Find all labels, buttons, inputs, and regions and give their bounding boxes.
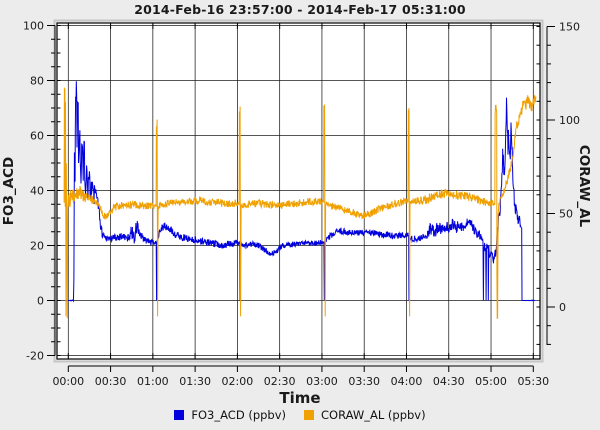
svg-text:00:00: 00:00 — [52, 375, 84, 388]
legend-label: CORAW_AL (ppbv) — [321, 408, 426, 422]
series-coraw_al — [63, 87, 537, 319]
svg-text:50: 50 — [559, 208, 573, 221]
legend-swatch-blue-icon — [174, 410, 185, 420]
svg-text:04:30: 04:30 — [433, 375, 465, 388]
svg-text:01:30: 01:30 — [179, 375, 211, 388]
svg-text:60: 60 — [30, 130, 44, 143]
series-fo3_acd — [66, 81, 535, 303]
svg-text:100: 100 — [559, 114, 580, 127]
svg-text:00:30: 00:30 — [95, 375, 127, 388]
svg-text:04:00: 04:00 — [391, 375, 423, 388]
legend-item-coraw: CORAW_AL (ppbv) — [304, 408, 426, 422]
chart-title: 2014-Feb-16 23:57:00 - 2014-Feb-17 05:31… — [134, 2, 466, 17]
x-axis-label: Time — [279, 389, 321, 407]
legend: FO3_ACD (ppbv) CORAW_AL (ppbv) — [0, 408, 600, 422]
svg-text:03:30: 03:30 — [348, 375, 380, 388]
svg-text:05:30: 05:30 — [517, 375, 549, 388]
legend-label: FO3_ACD (ppbv) — [191, 408, 287, 422]
svg-text:0: 0 — [37, 295, 44, 308]
svg-text:02:00: 02:00 — [222, 375, 254, 388]
svg-text:01:00: 01:00 — [137, 375, 169, 388]
svg-text:02:30: 02:30 — [264, 375, 296, 388]
svg-text:05:00: 05:00 — [475, 375, 507, 388]
svg-text:0: 0 — [559, 301, 566, 314]
svg-text:40: 40 — [30, 185, 44, 198]
legend-swatch-orange-icon — [304, 410, 315, 420]
plot-area[interactable] — [57, 23, 540, 359]
svg-text:20: 20 — [30, 240, 44, 253]
tick-labels: 100 80 60 40 20 0 -20 150 100 50 0 00:00 00:30 01:00 0… — [23, 20, 580, 389]
legend-item-fo3acd: FO3_ACD (ppbv) — [174, 408, 286, 422]
left-axis-label: FO3_ACD — [1, 156, 17, 226]
svg-text:100: 100 — [23, 20, 44, 33]
right-axis-label: CORAW_AL — [576, 144, 592, 228]
svg-text:03:00: 03:00 — [306, 375, 338, 388]
svg-text:80: 80 — [30, 75, 44, 88]
axes — [47, 22, 555, 372]
svg-text:150: 150 — [559, 21, 580, 34]
svg-text:-20: -20 — [26, 350, 44, 363]
